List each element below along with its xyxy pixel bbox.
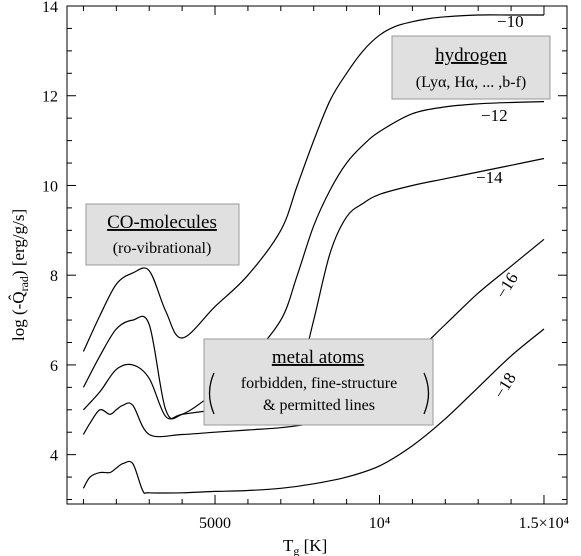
annotation-hydrogen-subtitle: (Lyα, Hα, ... ,b-f)	[416, 74, 527, 91]
y-tick-label: 10	[42, 178, 58, 195]
y-tick-label: 4	[50, 448, 58, 465]
annotation-metal-line1: forbidden, fine-structure	[241, 375, 397, 392]
curve-label-10: −10	[497, 12, 524, 31]
x-axis-title: Tg [K]	[283, 536, 327, 556]
annotation-co-title: CO-molecules	[107, 212, 217, 233]
curve-label-18: −18	[490, 369, 520, 402]
x-tick-label: 5000	[199, 515, 231, 532]
annotation-metal-atoms: metal atoms forbidden, fine-structure & …	[203, 338, 434, 426]
y-axis-title: log (-Q̂rad) [erg/g/s]	[9, 209, 31, 341]
left-paren-icon	[208, 372, 215, 415]
series-line-1	[82, 14, 544, 352]
annotation-co-molecules: CO-molecules (ro-vibrational)	[85, 203, 240, 266]
annotation-co-subtitle: (ro-vibrational)	[113, 240, 212, 257]
y-tick-label: 14	[42, 0, 58, 16]
x-tick-label: 10⁴	[369, 515, 391, 532]
plot-layer: 5000 10⁴ 1.5×10⁴ 4 6 8 10 12 14	[42, 0, 570, 532]
series-line-2	[82, 101, 545, 420]
curve-label-12: −12	[481, 106, 508, 125]
svg-text:Tg [K]: Tg [K]	[283, 536, 327, 556]
annotation-hydrogen: hydrogen (Lyα, Hα, ... ,b-f)	[391, 35, 551, 100]
annotation-metal-line2: & permitted lines	[263, 397, 375, 414]
annotation-hydrogen-title: hydrogen	[435, 45, 507, 66]
plot-frame	[66, 5, 568, 505]
annotation-metal-title: metal atoms	[272, 347, 364, 368]
series-line-5	[82, 328, 545, 494]
curve-label-16: −16	[492, 269, 522, 302]
x-tick-label: 1.5×10⁴	[519, 515, 570, 532]
y-tick-label: 8	[50, 268, 58, 285]
y-tick-label: 12	[42, 89, 58, 106]
y-tick-label: 6	[50, 358, 58, 375]
curve-label-14: −14	[476, 168, 503, 187]
svg-text:log (-Q̂rad) [erg/g/s]: log (-Q̂rad) [erg/g/s]	[9, 209, 31, 341]
right-paren-icon	[423, 372, 430, 415]
